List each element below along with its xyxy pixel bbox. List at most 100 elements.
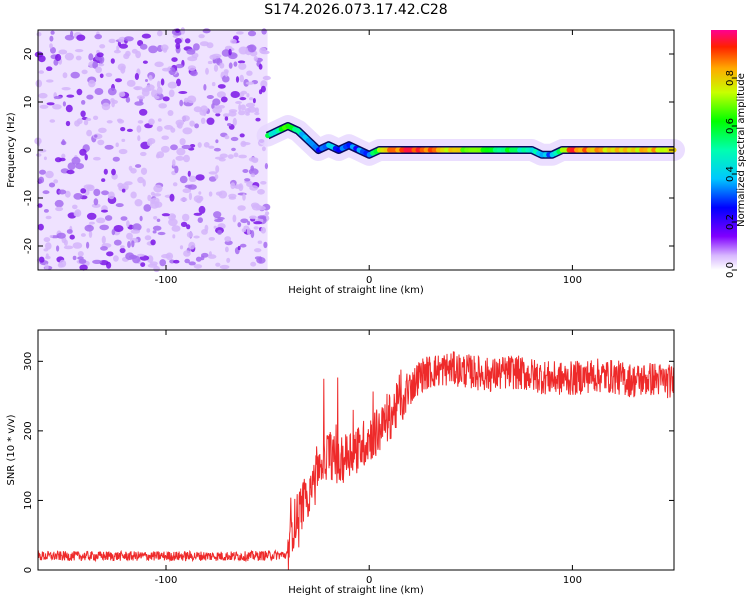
noise-blob	[212, 98, 221, 106]
noise-blob	[100, 246, 108, 251]
noise-blob	[49, 235, 53, 238]
noise-blob	[152, 230, 157, 234]
noise-blob	[148, 118, 155, 126]
noise-blob	[213, 211, 222, 219]
noise-blob	[151, 89, 158, 98]
noise-blob	[139, 215, 143, 222]
noise-blob	[250, 165, 254, 172]
noise-blob	[217, 217, 225, 220]
noise-blob	[153, 193, 162, 197]
noise-blob	[214, 174, 219, 180]
noise-blob	[167, 81, 178, 89]
noise-blob	[126, 220, 130, 228]
noise-blob	[96, 217, 106, 224]
snr-x-ticks: -100 0 100	[155, 330, 582, 586]
noise-blob	[238, 62, 247, 70]
noise-blob	[115, 142, 119, 148]
y-tick-label: 200	[23, 421, 34, 440]
noise-blob	[65, 120, 71, 127]
noise-blob	[174, 165, 179, 174]
noise-blob	[44, 263, 49, 271]
noise-blob	[244, 108, 251, 114]
noise-blob	[86, 129, 92, 137]
noise-blob	[121, 188, 126, 193]
noise-blob	[197, 142, 202, 148]
noise-blob	[64, 190, 71, 198]
noise-blob	[134, 199, 143, 207]
noise-blob	[140, 167, 148, 175]
noise-blob	[153, 184, 163, 193]
y-tick-label: -10	[23, 190, 34, 206]
noise-blob	[66, 229, 73, 234]
noise-blob	[245, 81, 255, 85]
noise-blob	[43, 237, 51, 243]
noise-blob	[211, 82, 216, 87]
noise-blob	[237, 205, 246, 211]
noise-blob	[253, 221, 263, 225]
noise-blob	[200, 117, 206, 125]
noise-blob	[64, 52, 74, 61]
noise-blob	[71, 156, 81, 165]
noise-blob	[242, 193, 246, 201]
noise-blob	[227, 123, 232, 127]
noise-blob	[110, 58, 115, 64]
noise-blob	[38, 256, 45, 263]
noise-blob	[168, 89, 175, 98]
noise-blob	[246, 93, 250, 98]
noise-blob	[97, 139, 105, 146]
noise-blob	[120, 216, 128, 221]
noise-blob	[144, 235, 152, 241]
noise-blob	[101, 235, 106, 244]
noise-blob	[208, 176, 217, 182]
noise-blob	[84, 224, 94, 232]
noise-blob	[156, 125, 163, 132]
noise-blob	[99, 73, 104, 79]
noise-blob	[106, 120, 113, 124]
noise-blob	[225, 246, 229, 253]
noise-blob	[224, 116, 229, 121]
noise-blob	[168, 218, 178, 227]
noise-blob	[46, 102, 55, 106]
noise-blob	[188, 175, 197, 182]
spectrogram-y-label: Frequency (Hz)	[6, 112, 17, 188]
noise-blob	[86, 212, 97, 220]
noise-blob	[88, 221, 95, 225]
noise-blob	[126, 79, 136, 87]
noise-blob	[184, 258, 190, 264]
colorbar-ticks: 0.0 0.2 0.4 0.6 0.8	[725, 70, 737, 278]
noise-blob	[92, 259, 102, 264]
snr-frame	[37, 329, 675, 571]
noise-blob	[46, 66, 53, 71]
noise-blob	[238, 110, 246, 116]
noise-blob	[255, 117, 261, 122]
noise-blob	[56, 232, 66, 239]
noise-blob	[113, 255, 119, 262]
noise-blob	[189, 120, 195, 127]
noise-blob	[141, 33, 151, 39]
noise-blob	[150, 201, 159, 209]
noise-blob	[224, 236, 232, 242]
noise-blob	[52, 104, 62, 110]
noise-blob	[130, 229, 140, 234]
noise-blob	[251, 158, 259, 164]
noise-blob	[101, 209, 108, 213]
noise-blob	[66, 94, 75, 98]
noise-blob	[88, 79, 96, 88]
noise-blob	[140, 151, 147, 157]
noise-blob	[130, 191, 137, 199]
noise-blob	[120, 245, 125, 249]
noise-blob	[239, 97, 247, 101]
snr-panel: -100 0 100 0 100 200 300 Height of straight l…	[6, 329, 675, 596]
noise-blob	[111, 229, 116, 236]
noise-blob	[45, 255, 51, 260]
noise-blob	[227, 154, 234, 160]
snr-series-line	[37, 351, 675, 571]
y-tick-label: 20	[23, 48, 34, 61]
noise-blob	[257, 215, 267, 220]
noise-blob	[74, 49, 84, 53]
noise-blob	[232, 117, 237, 126]
noise-blob	[108, 38, 116, 44]
noise-blob	[76, 34, 86, 41]
noise-blob	[113, 49, 121, 54]
noise-blob	[84, 154, 88, 161]
